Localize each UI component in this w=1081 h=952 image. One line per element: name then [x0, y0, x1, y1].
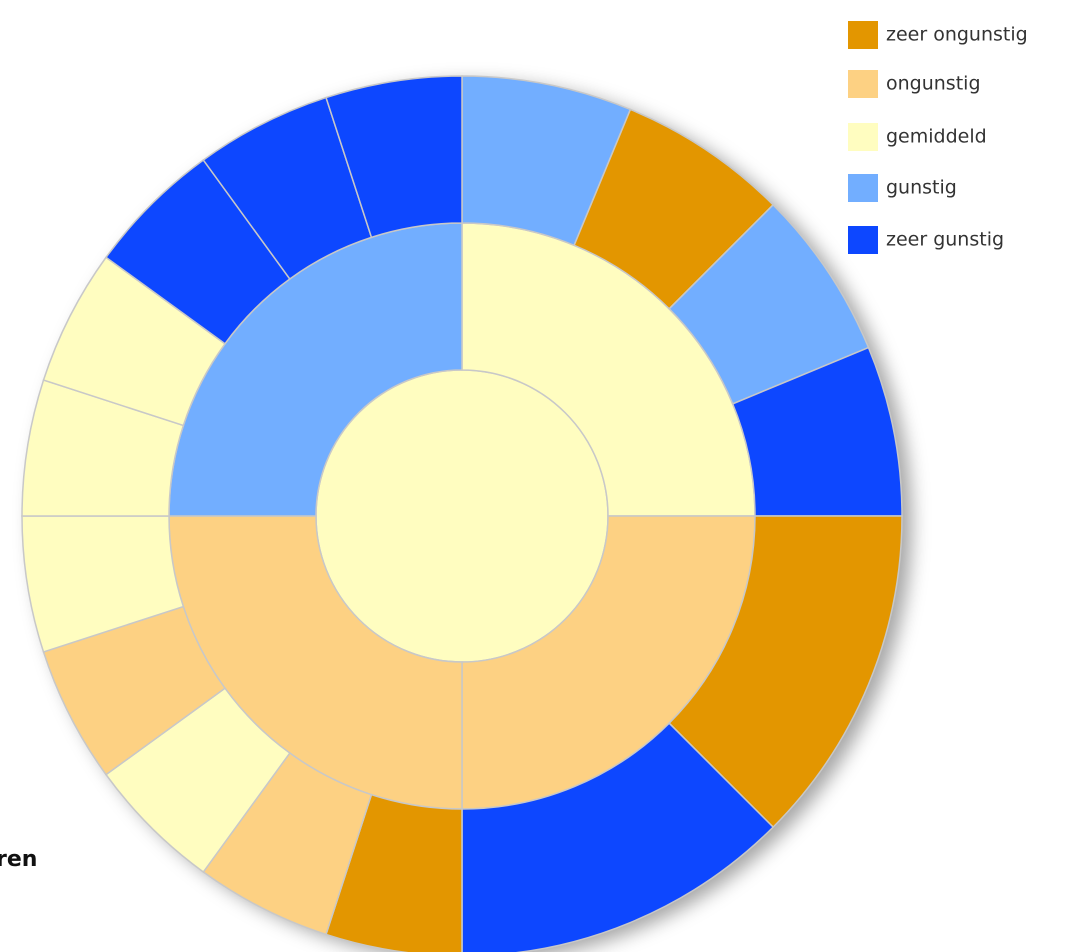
legend-label: zeer gunstig: [886, 229, 1004, 251]
sunburst-segment: [325, 75, 463, 239]
legend-label: gemiddeld: [886, 126, 987, 148]
legend-label: gunstig: [886, 177, 957, 199]
title-fragment: ren: [0, 847, 37, 872]
legend-swatch: [848, 70, 878, 98]
sunburst-segment: [461, 722, 775, 952]
sunburst-center: [315, 369, 609, 663]
sunburst: [21, 75, 903, 952]
legend-swatch: [848, 174, 878, 202]
legend-swatch: [848, 226, 878, 254]
legend-swatch: [848, 123, 878, 151]
legend: zeer ongunstig ongunstig gemiddeld gunstig z…: [848, 21, 1028, 254]
legend-swatch: [848, 21, 878, 49]
legend-label: ongunstig: [886, 73, 981, 95]
legend-label: zeer ongunstig: [886, 24, 1028, 46]
